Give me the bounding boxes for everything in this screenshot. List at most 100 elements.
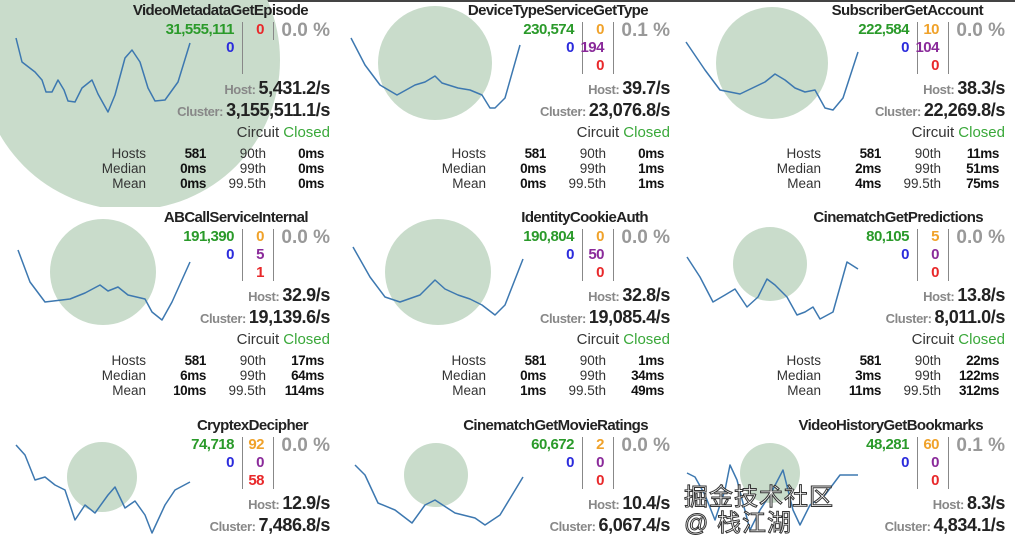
circuit-label: Circuit [576,331,620,348]
host-rate: Host: 12.9/s [248,493,330,514]
health-volume-circle[interactable] [0,0,280,207]
host-rate-value: 32.8/s [622,285,670,305]
cluster-rate-value: 8,011.0/s [934,307,1006,327]
circuit-state: Closed [283,331,330,348]
circuit-panel: CryptexDecipher 74,718 0 92 0 58 0.0 % Host: 12.… [0,415,338,539]
percentile-label: 99.5th [568,176,606,191]
percentile-label: 99.5th [228,176,266,191]
health-graph [686,443,858,531]
circuit-label: Circuit [911,331,955,348]
circuit-status: Circuit Closed [237,124,330,141]
rate-sparkline [686,256,859,320]
divider [613,437,614,489]
stats-row: Mean 11ms 99.5th 312ms [765,383,999,398]
stats-row: Mean 1ms 99.5th 49ms [430,383,664,398]
top-border [0,0,1015,2]
health-volume-circle[interactable] [740,443,800,503]
timeout-count: 104 [915,39,939,56]
stat-value: 10ms [173,383,206,398]
percentile-label: 90th [579,353,606,368]
circuit-panel: IdentityCookieAuth 190,804 0 0 50 0 0.0 % Host:… [340,207,678,414]
stat-value: 6ms [180,368,206,383]
error-percentage: 0.0 % [956,20,1005,41]
health-volume-circle[interactable] [378,6,492,120]
cluster-rate: Cluster: 8,011.0/s [885,307,1006,328]
cluster-label: Cluster: [177,104,224,119]
divider [948,22,949,74]
host-rate-value: 8.3/s [966,493,1005,513]
circuit-state: Closed [623,124,670,141]
health-volume-circle[interactable] [716,7,828,119]
divider [273,229,274,281]
stat-value: 1ms [520,383,546,398]
divider [242,229,243,281]
stats-row: Mean 0ms 99.5th 1ms [430,176,664,191]
host-rate-value: 38.3/s [957,78,1005,98]
timeout-count: 50 [588,246,604,263]
host-rate: Host: 13.8/s [923,285,1005,306]
cluster-rate: Cluster: 19,139.6/s [200,307,330,328]
error-percentage: 0.1 % [621,20,670,41]
cluster-rate: Cluster: 3,155,511.1/s [177,100,330,121]
percentile-label: 99.5th [568,383,606,398]
stats-row: Hosts 581 90th 0ms [90,146,324,161]
rate-sparkline [354,464,524,526]
host-rate: Host: 32.9/s [248,285,330,306]
host-label: Host: [224,82,256,97]
short-circuited-count: 0 [226,454,234,471]
circuit-name: CinematchGetPredictions [813,209,983,226]
failure-count: 0 [931,472,939,489]
circuit-panel: DeviceTypeServiceGetType 230,574 0 0 194 0 0.1… [340,0,678,207]
percentile-label: 90th [914,146,941,161]
stat-value: 581 [859,353,882,368]
rate-sparkline [686,464,858,531]
stats-row: Median 2ms 99th 51ms [765,161,1000,176]
cluster-rate: Cluster: 6,067.4/s [550,515,671,536]
percentile-value: 34ms [631,368,664,383]
host-rate: Host: 8.3/s [933,493,1006,514]
circuit-name: IdentityCookieAuth [521,209,648,226]
circuit-name: SubscriberGetAccount [831,2,984,19]
health-volume-circle[interactable] [50,219,156,325]
percentile-label: 99th [239,368,266,383]
percentile-value: 17ms [291,353,324,368]
stat-label: Mean [452,383,486,398]
cluster-label: Cluster: [874,104,921,119]
error-percentage: 0.0 % [956,227,1005,248]
circuit-name: VideoMetadataGetEpisode [132,2,309,19]
percentile-value: 0ms [298,161,324,176]
cluster-rate-value: 19,139.6/s [248,307,330,327]
percentile-value: 64ms [291,368,324,383]
percentile-value: 114ms [284,383,325,398]
percentile-value: 1ms [638,161,664,176]
host-label: Host: [248,497,280,512]
short-circuited-count: 0 [226,39,234,56]
stat-value: 2ms [855,161,881,176]
circuit-state: Closed [958,124,1005,141]
cluster-label: Cluster: [885,311,932,326]
rate-sparkline [352,246,524,316]
circuit-panel: SubscriberGetAccount 222,584 0 10 104 0 0.0 % H… [675,0,1013,207]
stats-row: Median 0ms 99th 34ms [430,368,665,383]
percentile-value: 1ms [638,353,664,368]
short-circuited-count: 0 [901,39,909,56]
cluster-rate: Cluster: 7,486.8/s [210,515,331,536]
stat-label: Median [101,368,146,383]
circuit-panel: ABCallServiceInternal 191,390 0 0 5 1 0.0 % Hos… [0,207,338,414]
health-volume-circle[interactable] [67,442,137,512]
divider [917,437,918,489]
short-circuited-count: 0 [566,454,574,471]
health-volume-circle[interactable] [404,443,468,507]
health-volume-circle[interactable] [733,227,807,301]
stats-row: Median 6ms 99th 64ms [90,368,325,383]
divider [948,229,949,281]
latency-stats: Hosts 581 90th 1ms Median 0ms 99th 34ms … [430,353,665,398]
cluster-rate-value: 7,486.8/s [258,515,331,535]
stat-value: 4ms [855,176,881,191]
error-percentage: 0.0 % [621,435,670,456]
bad-request-count: 60 [923,436,939,453]
stats-row: Median 0ms 99th 0ms [90,161,325,176]
cluster-rate-value: 19,085.4/s [588,307,670,327]
circuit-status: Circuit Closed [577,124,670,141]
health-volume-circle[interactable] [385,219,491,325]
